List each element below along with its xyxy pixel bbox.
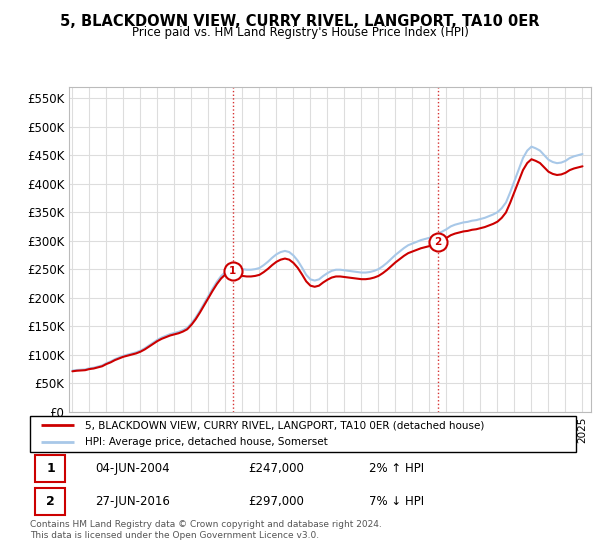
Text: £247,000: £247,000	[248, 462, 304, 475]
Text: 04-JUN-2004: 04-JUN-2004	[95, 462, 170, 475]
Text: 7% ↓ HPI: 7% ↓ HPI	[368, 496, 424, 508]
Text: HPI: Average price, detached house, Somerset: HPI: Average price, detached house, Some…	[85, 437, 328, 447]
Text: 1: 1	[46, 462, 55, 475]
Text: £297,000: £297,000	[248, 496, 304, 508]
Bar	[35, 455, 65, 482]
Text: Price paid vs. HM Land Registry's House Price Index (HPI): Price paid vs. HM Land Registry's House …	[131, 26, 469, 39]
Text: 2% ↑ HPI: 2% ↑ HPI	[368, 462, 424, 475]
Text: 1: 1	[229, 266, 236, 276]
Bar	[35, 488, 65, 515]
Text: 5, BLACKDOWN VIEW, CURRY RIVEL, LANGPORT, TA10 0ER (detached house): 5, BLACKDOWN VIEW, CURRY RIVEL, LANGPORT…	[85, 421, 484, 430]
Text: 2: 2	[46, 496, 55, 508]
Text: 5, BLACKDOWN VIEW, CURRY RIVEL, LANGPORT, TA10 0ER: 5, BLACKDOWN VIEW, CURRY RIVEL, LANGPORT…	[60, 14, 540, 29]
Text: Contains HM Land Registry data © Crown copyright and database right 2024.
This d: Contains HM Land Registry data © Crown c…	[30, 520, 382, 540]
Text: 27-JUN-2016: 27-JUN-2016	[95, 496, 170, 508]
Text: 2: 2	[434, 237, 442, 248]
